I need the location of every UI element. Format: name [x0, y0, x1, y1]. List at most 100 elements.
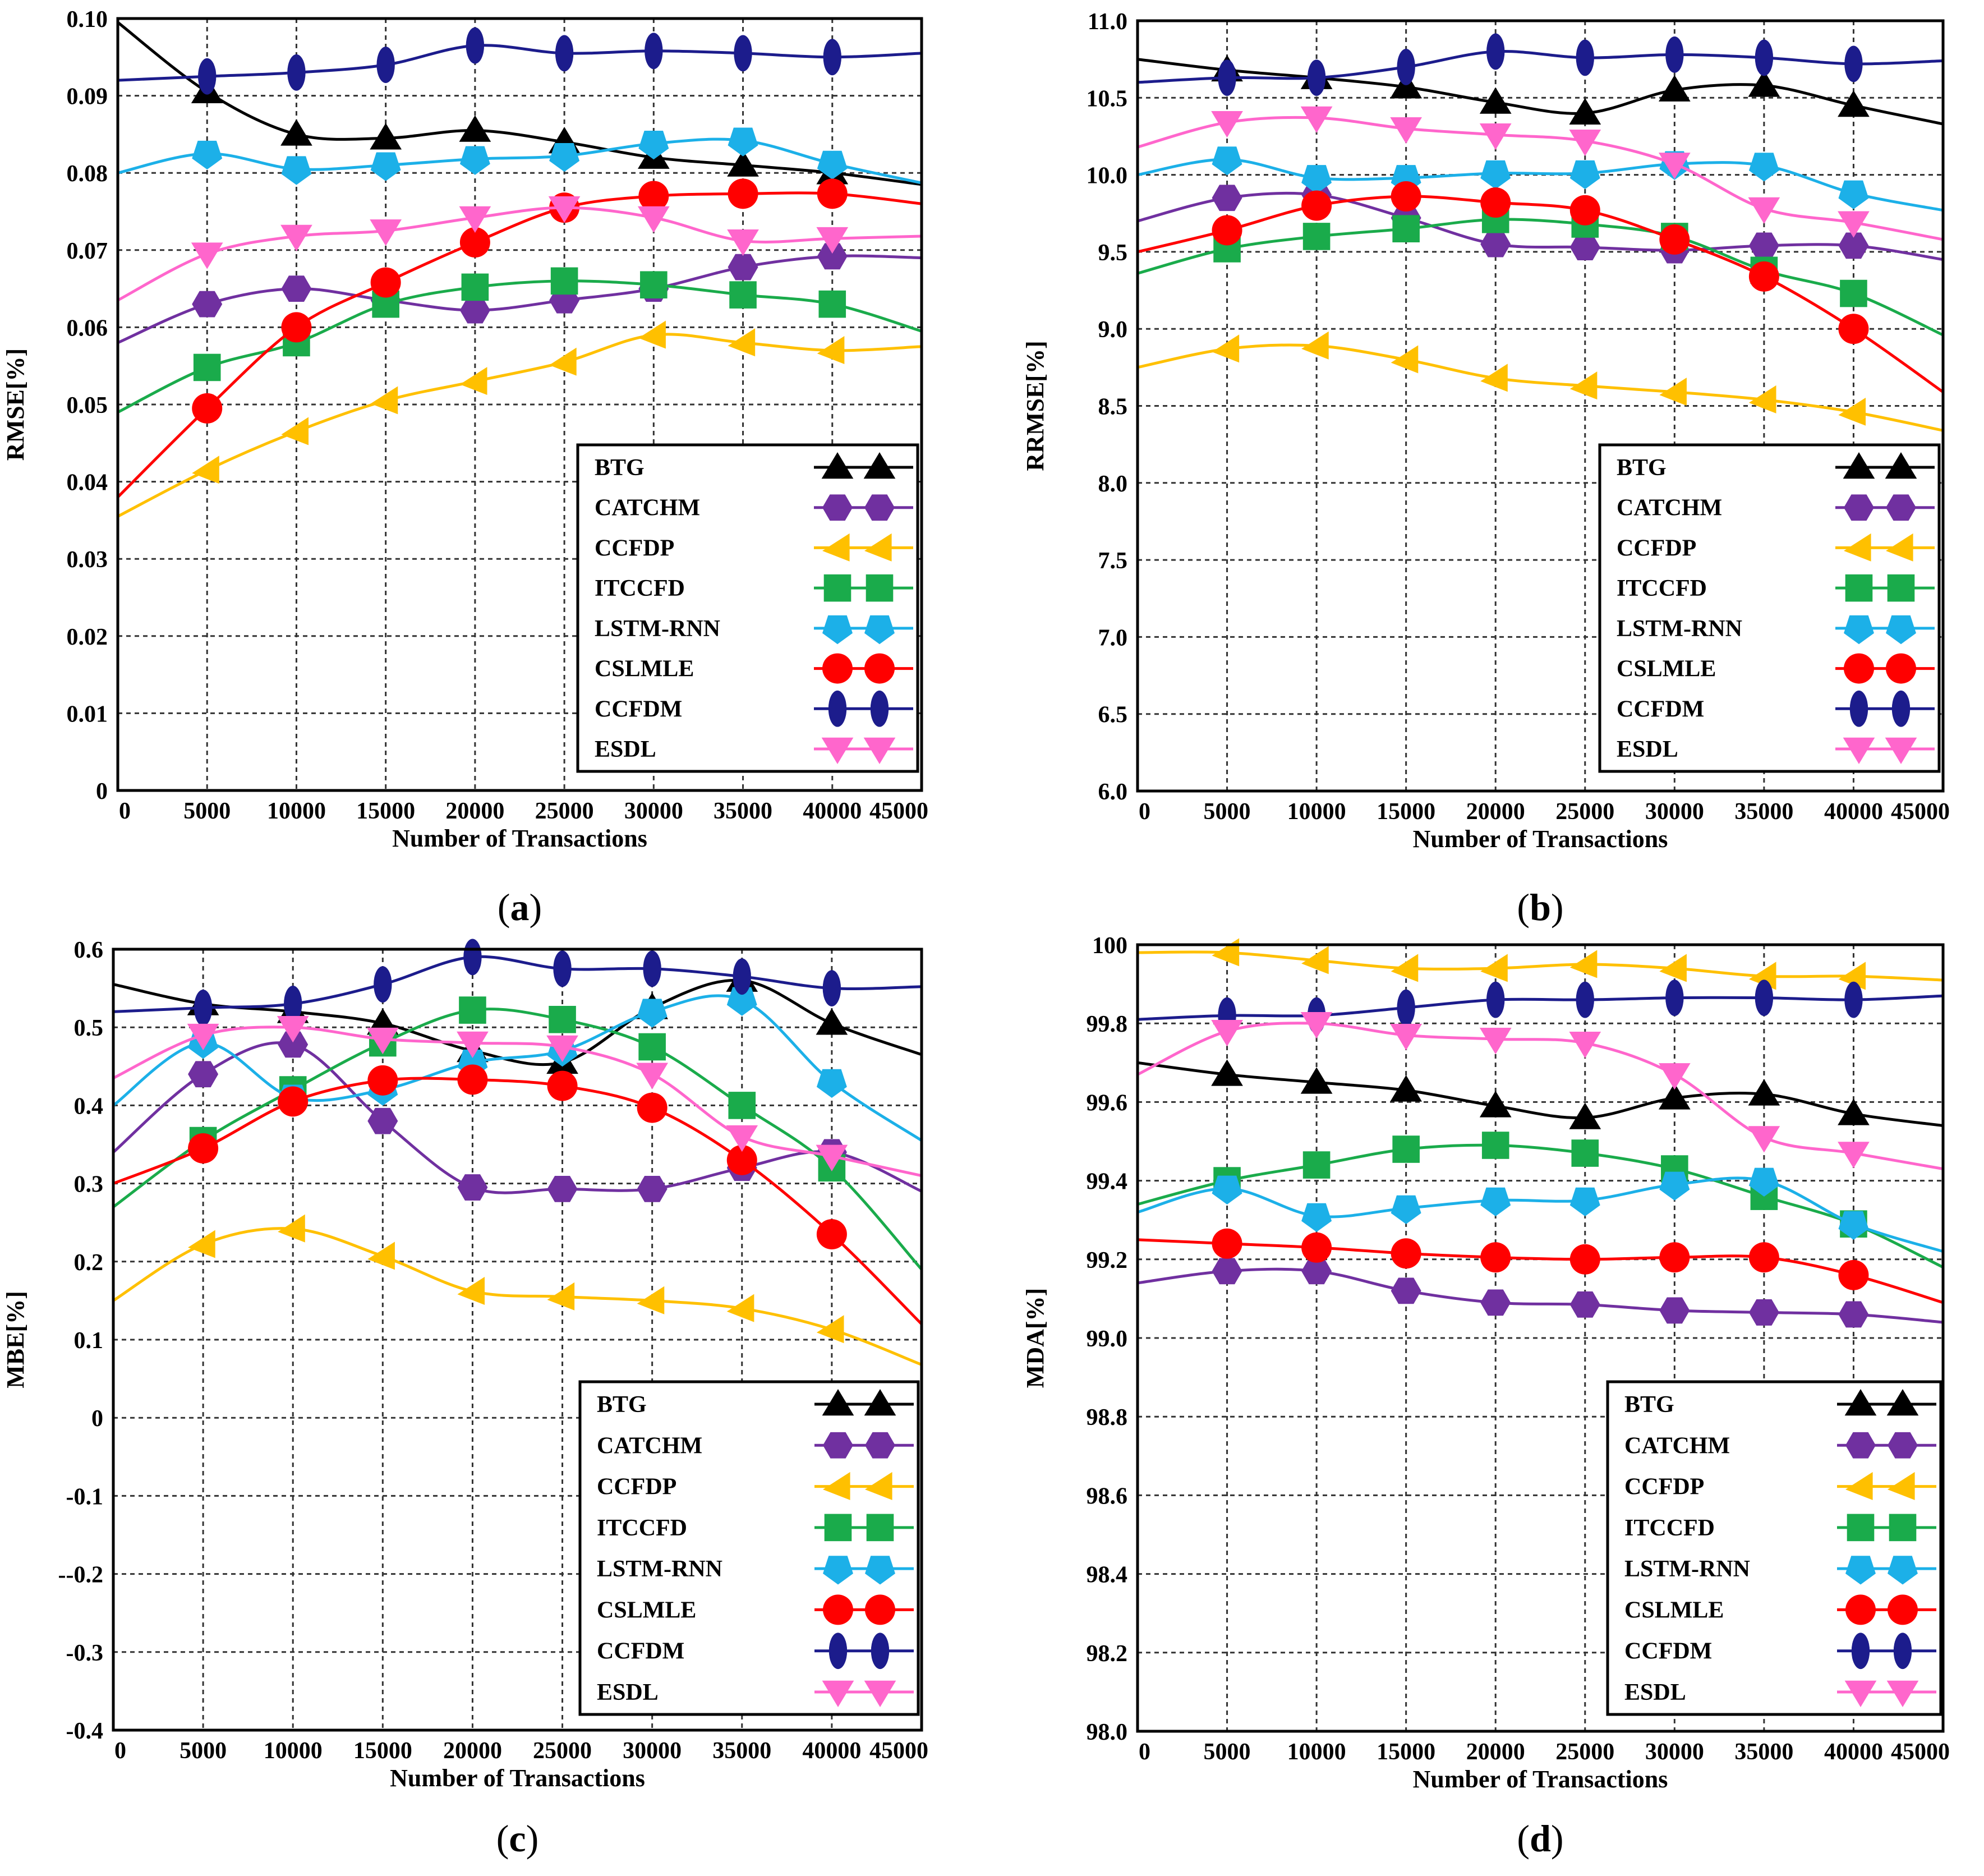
- data-point-lstm-rnn: [370, 152, 401, 181]
- legend-marker-catchm: [1844, 494, 1874, 521]
- legend-label: CCFDM: [1624, 1639, 1712, 1665]
- series-line-ccfdm: [113, 955, 922, 1013]
- x-tick-label: 20000: [443, 1738, 502, 1764]
- plot-frame: [116, 17, 923, 792]
- data-point-cslmle: [367, 1065, 398, 1096]
- data-point-ccfdp: [192, 456, 219, 484]
- x-tick-label: 35000: [1734, 799, 1793, 825]
- caption-close-paren: ): [1551, 1817, 1564, 1860]
- y-tick-label: 98.6: [1087, 1483, 1128, 1509]
- series-line-catchm: [1138, 191, 1943, 261]
- y-tick-label: 7.5: [1098, 548, 1128, 574]
- data-point-catchm: [457, 1174, 488, 1201]
- data-point-cslmle: [547, 1070, 578, 1101]
- data-point-cslmle: [457, 1064, 488, 1095]
- y-tick-label: 98.2: [1087, 1641, 1128, 1667]
- legend-marker-cslmle: [1886, 653, 1916, 684]
- data-point-cslmle: [637, 1092, 668, 1123]
- caption-open-paren: (: [1517, 1817, 1530, 1860]
- caption-open-paren: (: [496, 1817, 509, 1860]
- data-point-lstm-rnn: [1569, 1187, 1600, 1216]
- data-point-ccfdp: [637, 1286, 665, 1314]
- data-point-ccfdp: [638, 320, 666, 349]
- x-tick-label: 10000: [1287, 799, 1346, 825]
- data-point-ccfdm: [1755, 980, 1774, 1017]
- data-point-catchm: [728, 254, 758, 281]
- y-tick-label: 99.8: [1087, 1011, 1128, 1037]
- legend-marker-ccfdm: [1849, 690, 1868, 727]
- caption-letter: b: [1530, 886, 1551, 928]
- y-tick-label: 7.0: [1098, 625, 1128, 651]
- series-line-ccfdm: [1138, 50, 1943, 84]
- x-tick-label: 25000: [535, 798, 594, 824]
- y-tick-label: 98.4: [1087, 1562, 1128, 1588]
- series-line-esdl: [118, 206, 922, 302]
- legend-marker-ccfdp: [864, 533, 892, 562]
- x-tick-label: 0: [114, 1738, 126, 1764]
- legend-label: CCFDP: [1624, 1474, 1704, 1500]
- data-point-btg: [1479, 87, 1512, 114]
- data-point-itccfd: [638, 1033, 666, 1061]
- legend-marker-btg: [1844, 1389, 1877, 1416]
- x-tick-label: 35000: [713, 798, 772, 824]
- legend-marker-ccfdp: [1845, 1472, 1873, 1500]
- data-point-lstm-rnn: [816, 1069, 847, 1098]
- y-tick-label: -0.3: [66, 1640, 104, 1666]
- legend-marker-ccfdm: [1893, 1633, 1912, 1670]
- legend-marker-catchm: [1845, 1432, 1876, 1459]
- legend-marker-lstm-rnn: [1844, 615, 1874, 645]
- data-point-btg: [459, 115, 491, 142]
- data-point-lstm-rnn: [1659, 1171, 1690, 1201]
- data-point-ccfdp: [726, 1294, 754, 1322]
- data-point-itccfd: [728, 1092, 756, 1119]
- data-point-cslmle: [278, 1086, 309, 1117]
- data-point-catchm: [1748, 1299, 1779, 1326]
- data-point-btg: [1211, 1059, 1243, 1086]
- y-tick-label: 0.10: [67, 7, 108, 33]
- data-point-itccfd: [1481, 1132, 1509, 1159]
- data-point-lstm-rnn: [1301, 1203, 1332, 1233]
- legend-label: CSLMLE: [595, 656, 694, 682]
- data-point-ccfdp: [1659, 378, 1687, 406]
- data-point-ccfdp: [1212, 334, 1240, 363]
- data-point-cslmle: [192, 393, 223, 424]
- data-point-esdl: [816, 227, 849, 254]
- data-point-esdl: [1479, 1027, 1512, 1055]
- x-tick-label: 25000: [533, 1738, 592, 1764]
- x-tick-label: 25000: [1555, 1739, 1614, 1765]
- series-line-catchm: [118, 254, 922, 344]
- x-tick-label: 25000: [1555, 799, 1614, 825]
- data-point-btg: [1569, 1102, 1601, 1129]
- data-point-catchm: [1391, 1277, 1421, 1304]
- data-point-esdl: [459, 206, 491, 233]
- legend-marker-lstm-rnn: [1886, 615, 1916, 645]
- y-tick-label: 11.0: [1088, 9, 1127, 35]
- series-line-itccfd: [1138, 1143, 1943, 1269]
- data-point-btg: [1658, 1083, 1691, 1110]
- data-point-ccfdm: [287, 54, 306, 91]
- data-point-esdl: [816, 1144, 848, 1171]
- data-point-cslmle: [188, 1133, 219, 1164]
- legend-label: CCFDP: [1617, 535, 1696, 561]
- y-tick-label: 0.01: [67, 701, 108, 727]
- series-line-itccfd: [118, 279, 922, 414]
- x-tick-label: 45000: [869, 798, 928, 824]
- data-point-catchm: [1212, 185, 1242, 211]
- data-point-ccfdp: [817, 336, 845, 364]
- data-point-lstm-rnn: [1391, 1195, 1421, 1225]
- data-point-ccfdm: [466, 27, 485, 64]
- y-tick-label: 0.04: [67, 470, 108, 496]
- data-point-ccfdp: [281, 417, 309, 445]
- data-point-lstm-rnn: [1748, 1167, 1779, 1197]
- data-point-esdl: [191, 242, 223, 269]
- data-point-ccfdm: [1844, 981, 1863, 1018]
- y-tick-label: 99.6: [1087, 1090, 1128, 1116]
- series-line-esdl: [113, 1026, 922, 1178]
- x-tick-label: 15000: [353, 1738, 412, 1764]
- data-point-btg: [1390, 1075, 1423, 1102]
- legend-marker-ccfdm: [871, 1633, 890, 1670]
- data-point-esdl: [1658, 1063, 1691, 1090]
- series-line-ccfdm: [118, 44, 922, 82]
- data-point-esdl: [636, 1063, 669, 1089]
- data-point-cslmle: [370, 267, 401, 298]
